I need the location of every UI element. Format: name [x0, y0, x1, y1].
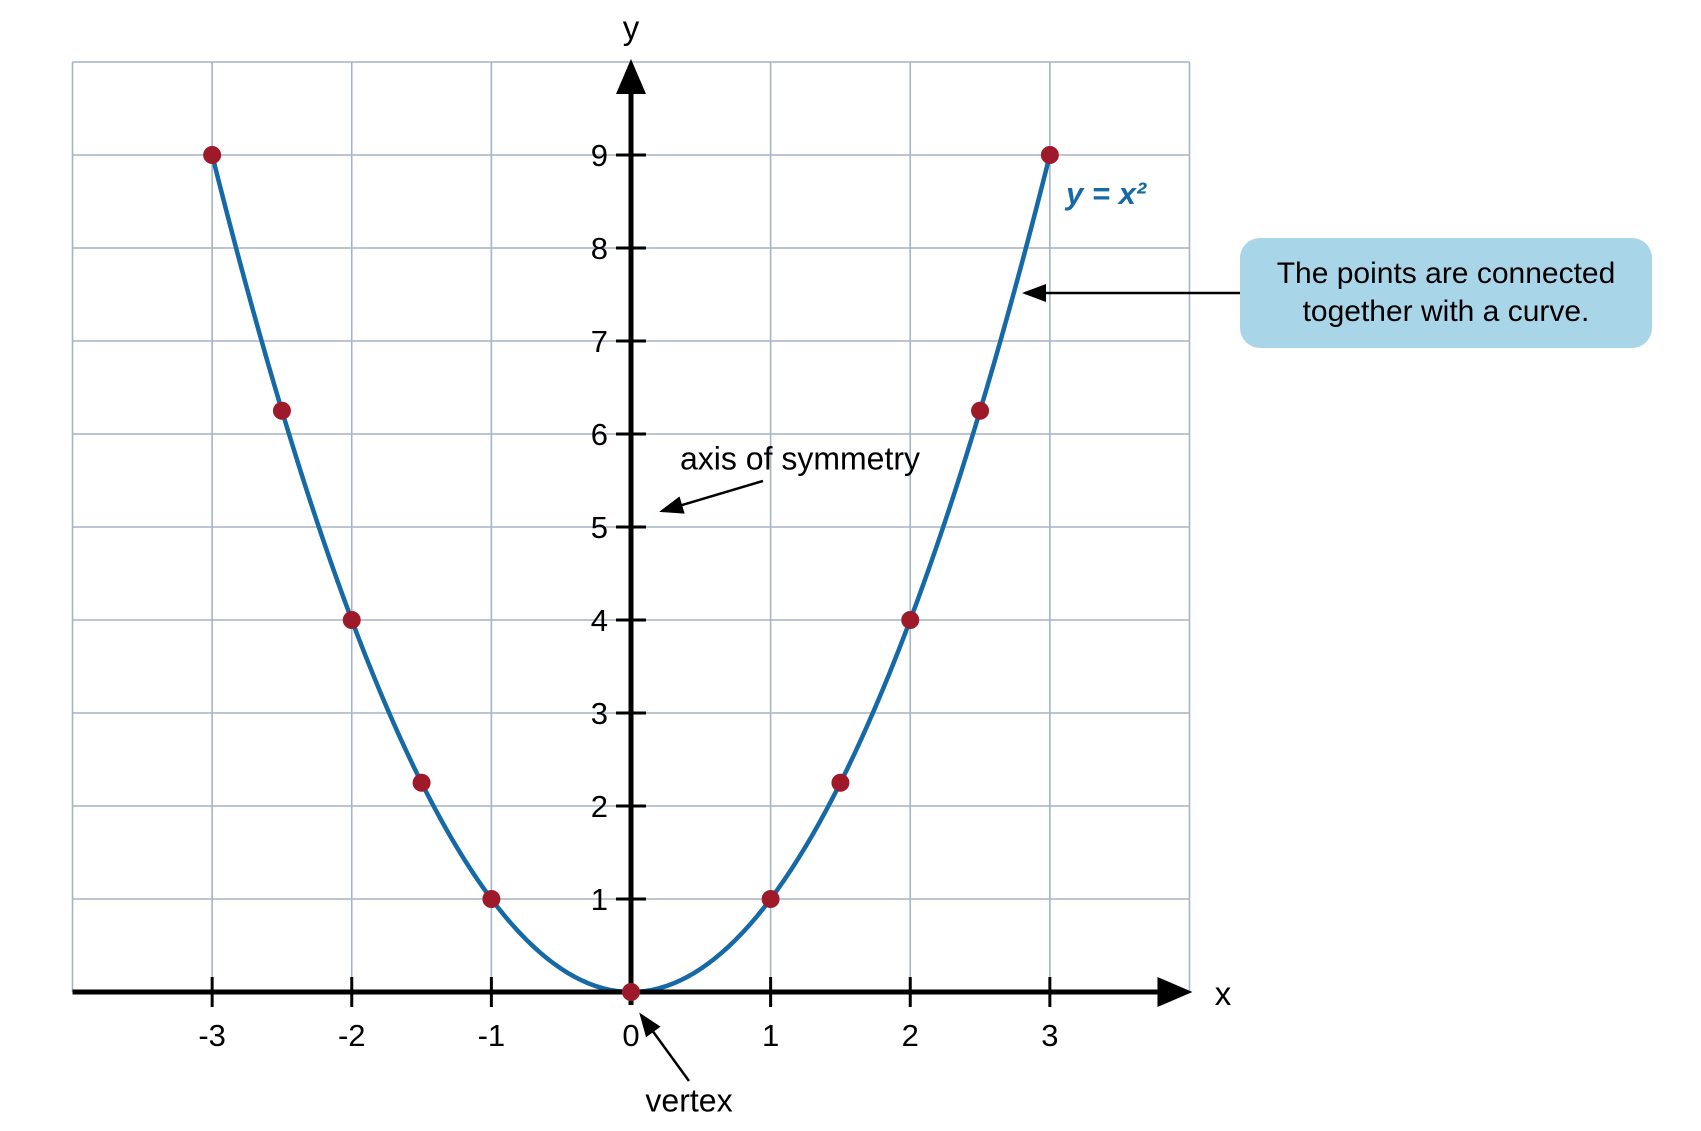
data-point	[971, 401, 990, 420]
data-point	[412, 773, 431, 792]
x-tick-label: -2	[338, 1018, 366, 1053]
data-point	[482, 890, 501, 908]
vertex-label: vertex	[645, 1082, 733, 1119]
callout-box: The points are connected together with a…	[1240, 238, 1652, 348]
y-tick-label: 2	[591, 789, 608, 824]
x-axis-arrowhead	[1157, 977, 1193, 1007]
y-tick-label: 6	[591, 417, 608, 452]
data-point	[272, 401, 291, 420]
data-point	[622, 983, 640, 1001]
axis-of-symmetry-label: axis of symmetry	[679, 440, 921, 477]
data-point	[901, 611, 920, 629]
x-tick-label: 0	[622, 1018, 639, 1053]
y-tick-label: 5	[591, 510, 608, 545]
data-point	[831, 773, 850, 792]
x-axis-title: x	[1214, 975, 1232, 1012]
data-point	[203, 146, 222, 164]
y-tick-label: 8	[591, 231, 608, 266]
y-axis-arrowhead	[616, 59, 646, 94]
x-tick-label: -1	[478, 1018, 506, 1053]
x-tick-label: 1	[762, 1018, 779, 1053]
data-point	[1040, 146, 1059, 164]
y-tick-label: 1	[591, 882, 608, 917]
y-tick-label: 7	[591, 324, 608, 359]
y-tick-label: 3	[591, 696, 608, 731]
callout-text: The points are connected together with a…	[1276, 257, 1616, 328]
vertex-arrow	[639, 1012, 691, 1082]
y-tick-label: 9	[591, 138, 608, 173]
axis-of-symmetry-arrow	[659, 479, 764, 514]
curve-equation-label: y = x²	[1066, 176, 1147, 211]
x-tick-label: 3	[1041, 1018, 1058, 1053]
x-tick-label: -3	[198, 1018, 226, 1053]
data-point	[761, 890, 780, 908]
data-point	[342, 611, 361, 629]
y-axis-title: y	[622, 9, 640, 46]
y-tick-label: 4	[591, 603, 608, 638]
x-tick-label: 2	[902, 1018, 919, 1053]
